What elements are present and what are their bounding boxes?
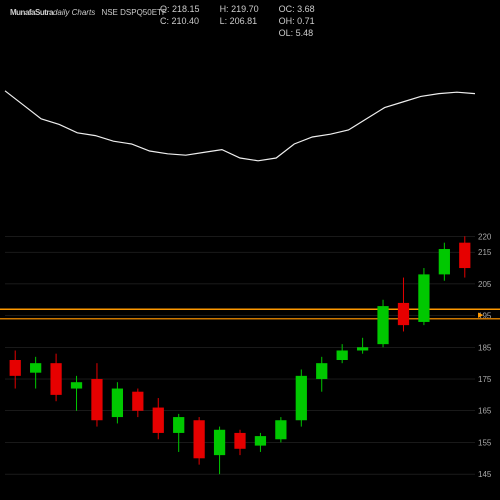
svg-text:165: 165 [478,407,492,416]
svg-text:155: 155 [478,438,492,447]
chart-container: 145155165175185195205215220▶ MunafaSutra… [0,0,500,500]
ol-value: OL: 5.48 [279,28,315,38]
svg-text:215: 215 [478,248,492,257]
svg-text:145: 145 [478,470,492,479]
close-value: C: 210.40 [160,16,200,26]
svg-text:205: 205 [478,280,492,289]
title-brand: MunafaSutra [10,8,53,17]
svg-text:220: 220 [478,232,492,241]
ticker-prefix: NSE [101,8,117,17]
open-value: O: 218.15 [160,4,200,14]
title-sub: daily Charts [53,8,95,17]
high-value: H: 219.70 [220,4,259,14]
low-value: L: 206.81 [220,16,259,26]
oh-value: OH: 0.71 [279,16,315,26]
svg-text:▶: ▶ [478,312,484,319]
ohlc-readout: O: 218.15 H: 219.70 OC: 3.68 C: 210.40 L… [160,4,315,38]
svg-text:175: 175 [478,375,492,384]
chart-svg: 145155165175185195205215220▶ [0,0,500,500]
svg-text:185: 185 [478,343,492,352]
chart-title: MunafaSutradaily Charts NSE DSPQ50ETF [10,8,167,17]
oc-value: OC: 3.68 [279,4,315,14]
